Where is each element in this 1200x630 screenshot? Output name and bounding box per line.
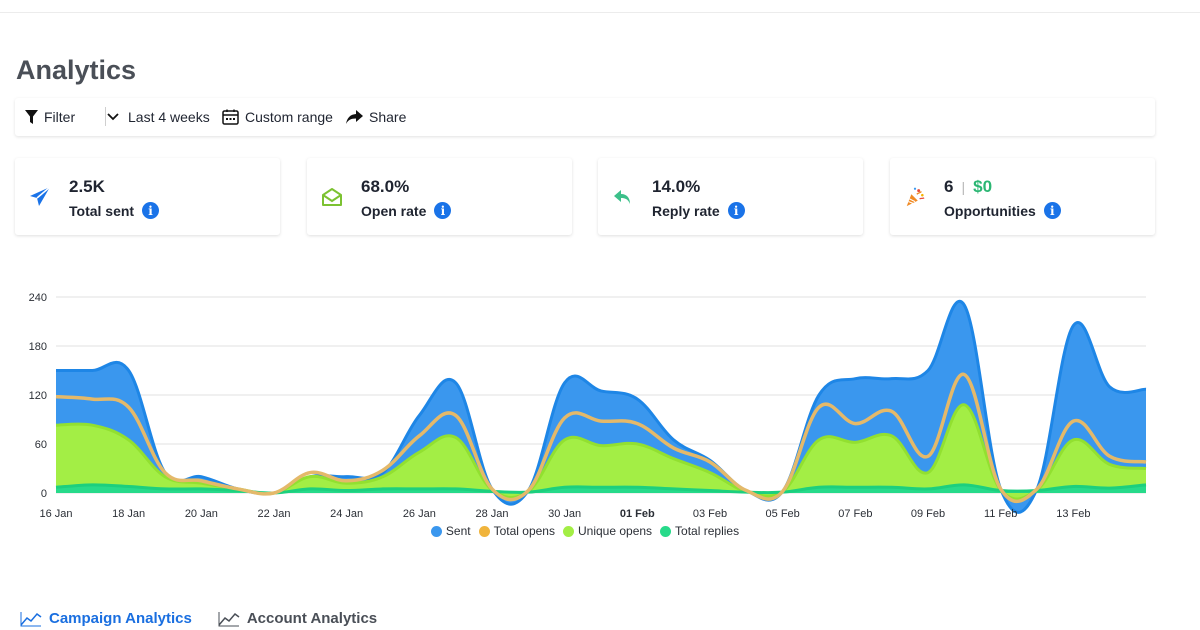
legend-item[interactable]: Unique opens <box>562 524 653 538</box>
y-tick-label: 0 <box>41 488 47 500</box>
legend-label: Unique opens <box>577 524 653 538</box>
share-button[interactable]: Share <box>346 98 406 136</box>
legend-swatch <box>660 525 672 537</box>
party-popper-icon <box>906 187 925 207</box>
x-tick-label: 01 Feb <box>620 508 655 520</box>
x-tick-label: 03 Feb <box>693 508 727 520</box>
legend-swatch <box>478 525 490 537</box>
info-icon[interactable]: i <box>142 202 160 219</box>
total-sent-label: Total sent <box>69 202 135 219</box>
chart-legend: Sent Total opens Unique opens Total replies <box>0 524 1170 538</box>
x-tick-label: 07 Feb <box>838 508 872 520</box>
total-sent-card: 2.5K Total sent i <box>15 158 280 235</box>
opportunities-amount: $0 <box>973 177 993 196</box>
value-divider: | <box>961 179 966 195</box>
filter-label: Filter <box>44 109 76 125</box>
info-icon[interactable]: i <box>727 202 745 219</box>
y-tick-label: 240 <box>29 292 47 304</box>
y-tick-label: 60 <box>35 439 47 451</box>
trend-line-icon <box>20 611 42 626</box>
reply-rate-label: Reply rate <box>652 202 720 219</box>
page-title: Analytics <box>16 55 137 85</box>
open-envelope-icon <box>322 188 342 206</box>
x-tick-label: 09 Feb <box>911 508 945 520</box>
legend-item[interactable]: Total opens <box>478 524 555 538</box>
date-range-dropdown[interactable]: Last 4 weeks <box>106 98 210 136</box>
total-sent-label-row: Total sent i <box>69 202 160 219</box>
date-range-label: Last 4 weeks <box>128 109 210 125</box>
analytics-toolbar: Filter Last 4 weeks Custom range Share <box>15 98 1155 136</box>
opportunities-count: 6 <box>944 177 954 196</box>
legend-swatch <box>430 525 442 537</box>
x-tick-label: 22 Jan <box>257 508 290 520</box>
custom-range-label: Custom range <box>245 109 333 125</box>
total-sent-value: 2.5K <box>69 177 105 196</box>
opportunities-value-row: 6 | $0 <box>944 177 992 197</box>
series-line-total-opens <box>55 372 1147 503</box>
tab-campaign-label: Campaign Analytics <box>49 610 192 627</box>
reply-rate-value: 14.0% <box>652 177 701 196</box>
legend-label: Total opens <box>493 524 555 538</box>
chevron-down-icon <box>107 113 119 121</box>
x-tick-label: 16 Jan <box>39 508 72 520</box>
tab-account-analytics[interactable]: Account Analytics <box>218 610 377 627</box>
analytics-area-chart: 0 60 120 180 240 16 Jan 18 Jan 20 Jan 22 Jan 24 J… <box>29 292 1147 520</box>
opportunities-label-row: Opportunities i <box>944 202 1061 219</box>
info-icon[interactable]: i <box>434 202 452 219</box>
y-tick-label: 180 <box>29 341 47 353</box>
legend-item[interactable]: Total replies <box>660 524 739 538</box>
paper-plane-icon <box>30 186 51 206</box>
open-rate-label: Open rate <box>361 202 427 219</box>
filter-icon <box>25 110 38 124</box>
legend-item[interactable]: Sent <box>430 524 471 538</box>
reply-rate-card: 14.0% Reply rate i <box>598 158 863 235</box>
x-tick-label: 28 Jan <box>475 508 508 520</box>
reply-arrow-icon <box>614 190 630 204</box>
opportunities-card: 6 | $0 Opportunities i <box>890 158 1155 235</box>
reply-rate-label-row: Reply rate i <box>652 202 745 219</box>
toolbar-divider <box>105 107 106 126</box>
custom-range-button[interactable]: Custom range <box>222 98 333 136</box>
x-tick-label: 13 Feb <box>1056 508 1090 520</box>
x-tick-label: 05 Feb <box>766 508 800 520</box>
filter-button[interactable]: Filter <box>25 98 75 136</box>
legend-label: Sent <box>445 524 471 538</box>
x-tick-label: 26 Jan <box>403 508 436 520</box>
analytics-tabs: Campaign Analytics Account Analytics <box>20 610 403 627</box>
info-icon[interactable]: i <box>1043 202 1061 219</box>
share-label: Share <box>369 109 407 125</box>
x-tick-label: 24 Jan <box>330 508 363 520</box>
x-tick-label: 30 Jan <box>548 508 581 520</box>
open-rate-label-row: Open rate i <box>361 202 452 219</box>
calendar-icon <box>222 109 239 125</box>
open-rate-card: 68.0% Open rate i <box>307 158 572 235</box>
top-divider <box>0 12 1200 13</box>
open-rate-value: 68.0% <box>361 177 410 196</box>
opportunities-label: Opportunities <box>944 202 1036 219</box>
share-arrow-icon <box>346 110 363 124</box>
x-tick-label: 20 Jan <box>185 508 218 520</box>
tab-account-label: Account Analytics <box>246 610 378 627</box>
legend-label: Total replies <box>675 524 740 538</box>
legend-swatch <box>562 525 574 537</box>
x-tick-label: 11 Feb <box>984 508 1017 520</box>
x-tick-label: 18 Jan <box>112 508 145 520</box>
trend-line-icon <box>218 611 240 626</box>
tab-campaign-analytics[interactable]: Campaign Analytics <box>20 610 192 627</box>
series-area-unique-opens <box>56 404 1146 499</box>
y-tick-label: 120 <box>29 390 47 402</box>
